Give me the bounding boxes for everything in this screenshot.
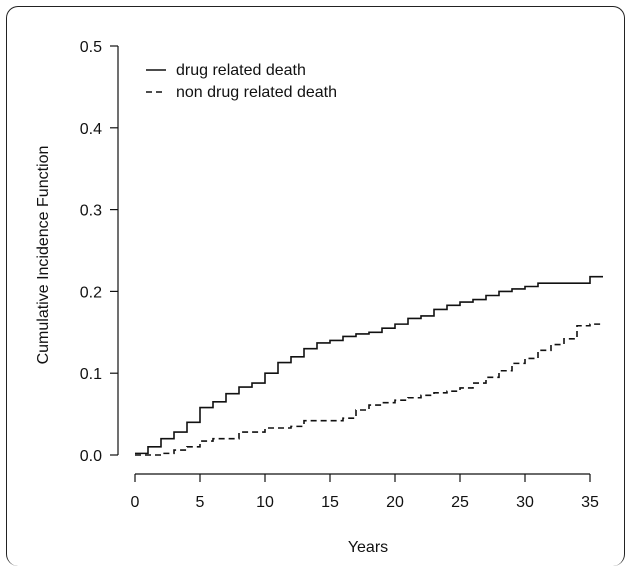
x-tick-label: 35 [581, 494, 599, 511]
y-tick-label: 0.1 [80, 366, 102, 383]
axes: 0.0 0.1 0.2 0.3 0.4 0.5 0 5 10 15 20 25 30 35 [80, 39, 599, 511]
series-line-drug-related [135, 275, 603, 455]
x-tick-label: 5 [196, 494, 205, 511]
plot-area [135, 275, 603, 456]
x-tick-label: 15 [321, 494, 339, 511]
y-tick-label: 0.3 [80, 203, 102, 220]
y-tick-label: 0.0 [80, 448, 102, 465]
chart-frame [6, 6, 625, 566]
legend: drug related death non drug related death [146, 62, 337, 101]
x-tick-label: 10 [256, 494, 274, 511]
x-tick-label: 30 [516, 494, 534, 511]
y-axis-label: Cumulative Incidence Function [35, 146, 52, 365]
y-tick-label: 0.2 [80, 284, 102, 301]
x-axis-label: Years [348, 539, 388, 556]
legend-label: non drug related death [176, 84, 337, 101]
y-tick-label: 0.4 [80, 121, 102, 138]
x-tick-label: 0 [131, 494, 140, 511]
x-tick-label: 20 [386, 494, 404, 511]
series-line-non-drug-related [135, 323, 603, 456]
y-tick-label: 0.5 [80, 39, 102, 56]
x-tick-label: 25 [451, 494, 469, 511]
legend-label: drug related death [176, 62, 306, 79]
